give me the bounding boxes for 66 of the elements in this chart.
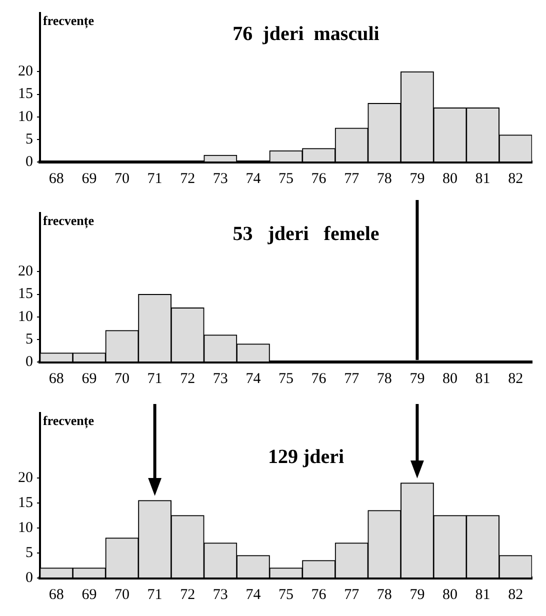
y-tick-label: 10 (18, 108, 33, 125)
y-axis-title: frecvențe (43, 412, 94, 429)
text: 76 jderi masculi (232, 23, 380, 46)
x-tick-label: 73 (212, 170, 228, 187)
x-tick-label: 68 (48, 170, 64, 187)
x-tick-label: 70 (114, 586, 130, 603)
x-tick-label: 81 (475, 370, 490, 387)
x-tick-label: 78 (376, 586, 392, 603)
x-tick-label: 76 (311, 586, 327, 603)
y-tick-label: 5 (26, 131, 33, 148)
x-tick-label: 79 (410, 370, 425, 387)
x-tick-label: 80 (442, 586, 458, 603)
y-tick-label: 15 (18, 286, 33, 302)
x-tick-label: 75 (278, 370, 294, 387)
x-tick-label: 74 (246, 370, 262, 387)
y-tick-label: 0 (26, 354, 33, 370)
x-tick-label: 78 (376, 170, 392, 187)
x-tick-label: 81 (475, 170, 490, 187)
x-tick-label: 80 (442, 370, 458, 387)
y-tick-label: 10 (18, 308, 33, 325)
x-tick-label: 74 (246, 586, 262, 603)
x-tick-label: 73 (212, 586, 228, 603)
x-tick-label: 79 (410, 586, 425, 603)
x-tick-label: 77 (344, 586, 360, 603)
y-tick-label: 5 (26, 331, 33, 348)
x-tick-label: 70 (114, 170, 130, 187)
x-tick-label: 77 (344, 370, 360, 387)
x-tick-label: 73 (212, 370, 228, 387)
text: 53 jderi femele (232, 223, 380, 246)
x-tick-label: 72 (180, 370, 196, 387)
x-tick-label: 68 (48, 370, 64, 387)
x-tick-label: 82 (508, 586, 524, 603)
x-tick-label: 82 (508, 370, 524, 387)
y-tick-label: 0 (26, 154, 33, 170)
y-tick-label: 20 (18, 470, 33, 486)
x-tick-label: 71 (147, 370, 162, 387)
y-tick-label: 20 (18, 264, 33, 280)
y-axis-title: frecvențe (43, 212, 94, 229)
y-tick-label: 10 (18, 520, 33, 536)
x-tick-label: 75 (278, 586, 294, 603)
x-tick-label: 71 (147, 586, 162, 603)
y-tick-label: 0 (26, 570, 33, 586)
x-tick-label: 82 (508, 170, 524, 187)
x-tick-label: 72 (180, 170, 196, 187)
x-tick-label: 69 (82, 586, 97, 603)
y-tick-label: 5 (26, 544, 33, 561)
x-tick-label: 77 (344, 170, 360, 187)
y-tick-label: 15 (18, 494, 33, 511)
x-tick-label: 70 (114, 370, 130, 387)
x-tick-label: 80 (442, 170, 458, 187)
y-tick-label: 15 (18, 86, 33, 102)
x-tick-label: 76 (311, 170, 327, 187)
x-tick-label: 79 (410, 170, 425, 187)
y-axis-title: frecvențe (43, 12, 94, 29)
y-tick-label: 20 (18, 64, 33, 80)
x-tick-label: 75 (278, 170, 294, 187)
x-tick-label: 71 (147, 170, 162, 187)
x-tick-label: 78 (376, 370, 392, 387)
x-tick-label: 68 (48, 586, 64, 603)
x-tick-label: 69 (82, 370, 97, 387)
x-tick-label: 69 (82, 170, 97, 187)
x-tick-label: 76 (311, 370, 327, 387)
x-tick-label: 72 (180, 586, 196, 603)
x-tick-label: 81 (475, 586, 490, 603)
x-tick-label: 74 (246, 170, 262, 187)
text: 129 jderi (268, 446, 344, 468)
